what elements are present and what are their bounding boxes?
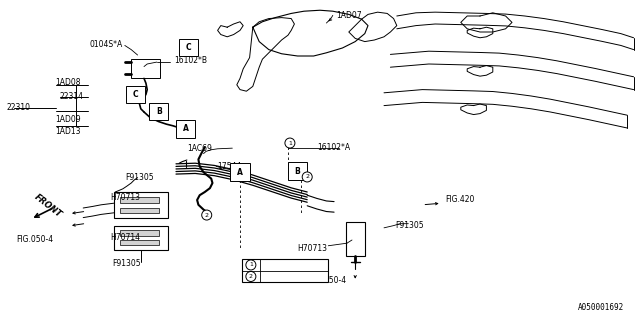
- Bar: [126, 85, 145, 103]
- Text: 1AD07: 1AD07: [336, 11, 362, 20]
- Text: F91305: F91305: [125, 173, 154, 182]
- Text: 1AD13: 1AD13: [56, 127, 81, 136]
- Text: 17544: 17544: [218, 162, 242, 171]
- Text: 1AD08: 1AD08: [56, 78, 81, 87]
- Text: H70713: H70713: [298, 244, 328, 253]
- Bar: [346, 222, 365, 256]
- Bar: [149, 102, 168, 120]
- Text: 2: 2: [305, 174, 309, 180]
- Text: F91305: F91305: [113, 259, 141, 268]
- Bar: [114, 226, 168, 250]
- Bar: [131, 59, 160, 78]
- Text: 16102*B: 16102*B: [174, 56, 207, 65]
- Text: FRONT: FRONT: [33, 193, 63, 220]
- Bar: [242, 259, 328, 282]
- Circle shape: [302, 172, 312, 182]
- FancyArrow shape: [120, 197, 159, 203]
- Bar: [179, 38, 198, 56]
- FancyArrow shape: [120, 230, 159, 236]
- Text: A050001692: A050001692: [578, 303, 624, 312]
- Text: 0104S*G: 0104S*G: [264, 260, 298, 269]
- Text: B: B: [156, 107, 161, 116]
- Text: 0104S*A: 0104S*A: [90, 40, 123, 49]
- Text: FIG.420: FIG.420: [445, 196, 474, 204]
- Circle shape: [246, 260, 256, 270]
- Text: H70714: H70714: [110, 233, 140, 242]
- Bar: [176, 120, 195, 138]
- Text: FIG.050-4: FIG.050-4: [309, 276, 346, 285]
- Text: 1AC69: 1AC69: [188, 144, 212, 153]
- Bar: [114, 192, 168, 218]
- Bar: [288, 163, 307, 180]
- Text: H70713: H70713: [110, 193, 140, 202]
- Text: 22310: 22310: [6, 103, 31, 112]
- FancyArrow shape: [120, 240, 159, 245]
- FancyArrow shape: [120, 208, 159, 213]
- Circle shape: [246, 271, 256, 282]
- Text: 0104S*J: 0104S*J: [264, 272, 294, 281]
- Text: FIG.050-4: FIG.050-4: [16, 236, 53, 244]
- Text: 2: 2: [249, 274, 253, 279]
- Bar: [230, 163, 250, 181]
- Text: F91305: F91305: [396, 221, 424, 230]
- Circle shape: [285, 138, 295, 148]
- Text: B: B: [295, 167, 300, 176]
- Text: C: C: [186, 43, 191, 52]
- Text: A: A: [237, 168, 243, 177]
- Text: 16102*A: 16102*A: [317, 143, 350, 152]
- Text: 22314: 22314: [60, 92, 83, 101]
- Text: 1: 1: [288, 140, 292, 146]
- Text: 2: 2: [205, 212, 209, 218]
- Text: 1: 1: [249, 262, 253, 268]
- Circle shape: [202, 210, 212, 220]
- Text: 1AD09: 1AD09: [56, 115, 81, 124]
- Text: A: A: [182, 124, 189, 133]
- Text: C: C: [133, 90, 138, 99]
